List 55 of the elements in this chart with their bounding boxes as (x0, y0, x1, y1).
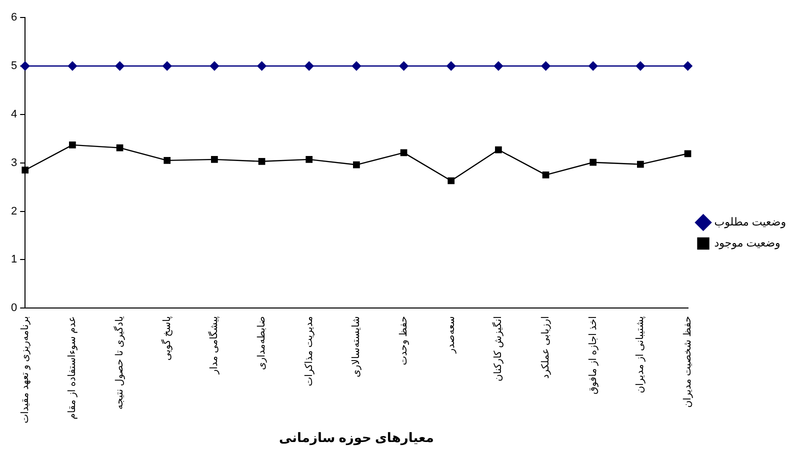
point (116, 144, 124, 152)
legend-label: وضعیت موجود (714, 238, 780, 250)
y-tick-label: 6 (10, 12, 18, 24)
point (399, 61, 408, 71)
point (448, 177, 455, 184)
x-tick-label: مدیریت مذاکرات (304, 316, 315, 386)
x-tick-label: پشتیبانی از مدیران (635, 316, 646, 394)
point (683, 61, 692, 71)
point (542, 172, 550, 178)
x-tick-label: ضابطه‌مداری (256, 316, 268, 370)
x-tick-label: حفظ شخصیت مدیران (682, 316, 694, 408)
x-tick-label: شایسته‌سالاری (351, 316, 362, 378)
legend-label: وضعیت مطلوب (714, 216, 786, 229)
point (68, 61, 78, 71)
point (446, 61, 456, 71)
point (257, 61, 266, 71)
y-tick-label: 0 (10, 302, 18, 314)
point (258, 158, 266, 165)
point (588, 61, 598, 71)
x-tick-label: سعه‌صدر (446, 316, 457, 354)
x-tick-label: ارزیابی عملکرد (540, 316, 552, 379)
y-tick-label: 3 (10, 156, 18, 169)
point (353, 161, 360, 168)
point (541, 61, 550, 71)
point (306, 156, 313, 163)
point (164, 156, 171, 164)
x-tick-label: انگیزش کارکنان (492, 316, 504, 382)
point (590, 158, 597, 166)
x-tick-label: یادگیری تا حصول نتیجه (114, 316, 126, 410)
point (495, 146, 502, 154)
point (400, 149, 408, 156)
point (304, 61, 314, 71)
x-tick-label: عدم سوءاستفاده از مقام (67, 316, 78, 420)
x-axis-title: معیارهای حوزه سازمانی (279, 430, 434, 446)
x-tick-label: برنامه‌ریزی و تعهد مقیدات (20, 316, 31, 424)
y-tick-label: 2 (10, 205, 18, 218)
y-tick-label: 5 (10, 60, 18, 72)
point (115, 61, 124, 71)
point (22, 166, 29, 174)
x-tick-label: حفظ وحدت (398, 316, 410, 366)
point (684, 150, 692, 158)
point (636, 61, 646, 71)
y-tick-label: 1 (10, 254, 18, 266)
y-tick-label: 4 (10, 108, 18, 120)
x-tick-label: پیشگامی مدار (208, 316, 220, 376)
point (210, 61, 220, 71)
point (69, 142, 76, 148)
point (211, 156, 218, 163)
x-tick-label: اخذ اجازه از مافوق (588, 316, 599, 394)
point (352, 61, 362, 71)
point (162, 61, 172, 71)
point (20, 61, 30, 71)
point (637, 160, 644, 168)
point (494, 61, 504, 71)
x-tick-label: پاسخ گویی (160, 316, 173, 361)
